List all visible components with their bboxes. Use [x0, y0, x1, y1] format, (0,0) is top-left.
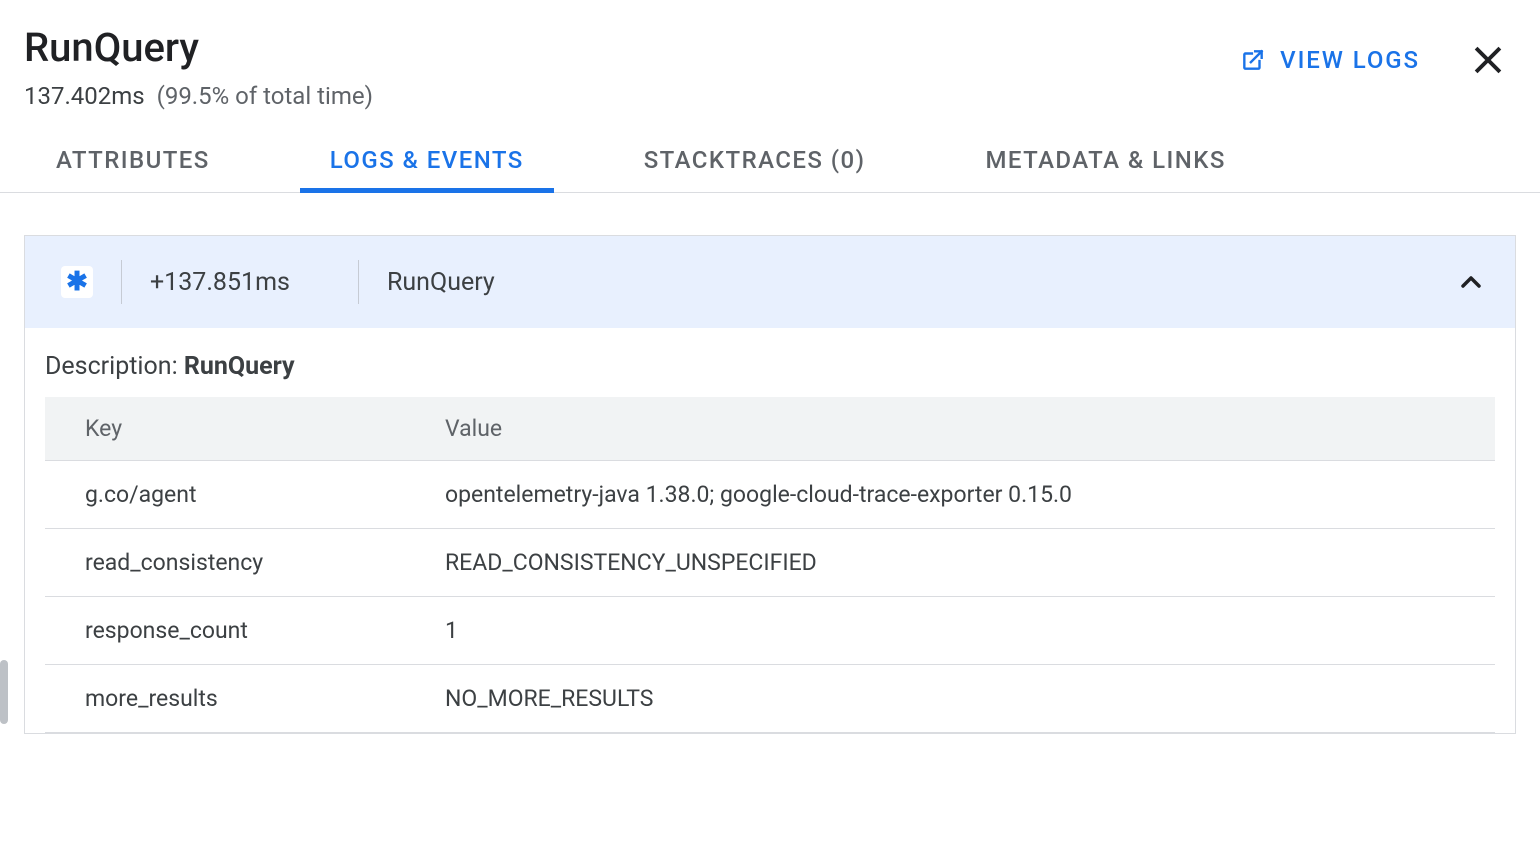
header-left: RunQuery 137.402ms (99.5% of total time): [24, 24, 373, 110]
close-icon: [1470, 42, 1506, 78]
divider: [121, 260, 122, 304]
table-header-row: Key Value: [45, 397, 1495, 461]
event-description: Description: RunQuery: [45, 352, 1495, 381]
event-timestamp: +137.851ms: [150, 268, 330, 297]
view-logs-label: VIEW LOGS: [1280, 46, 1420, 74]
external-link-icon: [1240, 47, 1266, 73]
tab-stacktraces[interactable]: STACKTRACES (0): [644, 146, 866, 192]
chevron-up-icon: [1455, 266, 1487, 298]
event-name: RunQuery: [387, 268, 1455, 297]
col-value: Value: [405, 397, 1495, 461]
span-subtitle: 137.402ms (99.5% of total time): [24, 82, 373, 110]
span-title: RunQuery: [24, 24, 373, 72]
cell-key: response_count: [45, 597, 405, 665]
span-duration: 137.402ms: [24, 82, 145, 110]
tab-logs-events[interactable]: LOGS & EVENTS: [330, 146, 524, 192]
tab-bar: ATTRIBUTES LOGS & EVENTS STACKTRACES (0)…: [0, 146, 1540, 193]
event-header[interactable]: ✱ +137.851ms RunQuery: [25, 236, 1515, 328]
view-logs-link[interactable]: VIEW LOGS: [1240, 46, 1420, 74]
cell-value: opentelemetry-java 1.38.0; google-cloud-…: [405, 461, 1495, 529]
header-actions: VIEW LOGS: [1240, 24, 1508, 80]
table-row: g.co/agent opentelemetry-java 1.38.0; go…: [45, 461, 1495, 529]
tab-metadata-links[interactable]: METADATA & LINKS: [985, 146, 1225, 192]
description-value: RunQuery: [184, 352, 295, 381]
cell-value: READ_CONSISTENCY_UNSPECIFIED: [405, 529, 1495, 597]
table-row: response_count 1: [45, 597, 1495, 665]
col-key: Key: [45, 397, 405, 461]
close-button[interactable]: [1468, 40, 1508, 80]
tab-content: ✱ +137.851ms RunQuery Description: RunQu…: [0, 193, 1540, 734]
cell-value: NO_MORE_RESULTS: [405, 665, 1495, 733]
tab-attributes[interactable]: ATTRIBUTES: [56, 146, 210, 192]
panel-header: RunQuery 137.402ms (99.5% of total time)…: [0, 0, 1540, 110]
cell-key: read_consistency: [45, 529, 405, 597]
table-row: more_results NO_MORE_RESULTS: [45, 665, 1495, 733]
cell-key: more_results: [45, 665, 405, 733]
event-card: ✱ +137.851ms RunQuery Description: RunQu…: [24, 235, 1516, 734]
asterisk-icon: ✱: [61, 266, 93, 298]
span-percent-of-total: (99.5% of total time): [157, 82, 373, 110]
cell-value: 1: [405, 597, 1495, 665]
event-body: Description: RunQuery Key Value g.co/age…: [25, 328, 1515, 733]
divider: [358, 260, 359, 304]
cell-key: g.co/agent: [45, 461, 405, 529]
attributes-table: Key Value g.co/agent opentelemetry-java …: [45, 397, 1495, 733]
table-row: read_consistency READ_CONSISTENCY_UNSPEC…: [45, 529, 1495, 597]
scrollbar-thumb[interactable]: [0, 660, 8, 724]
description-label: Description:: [45, 352, 178, 381]
